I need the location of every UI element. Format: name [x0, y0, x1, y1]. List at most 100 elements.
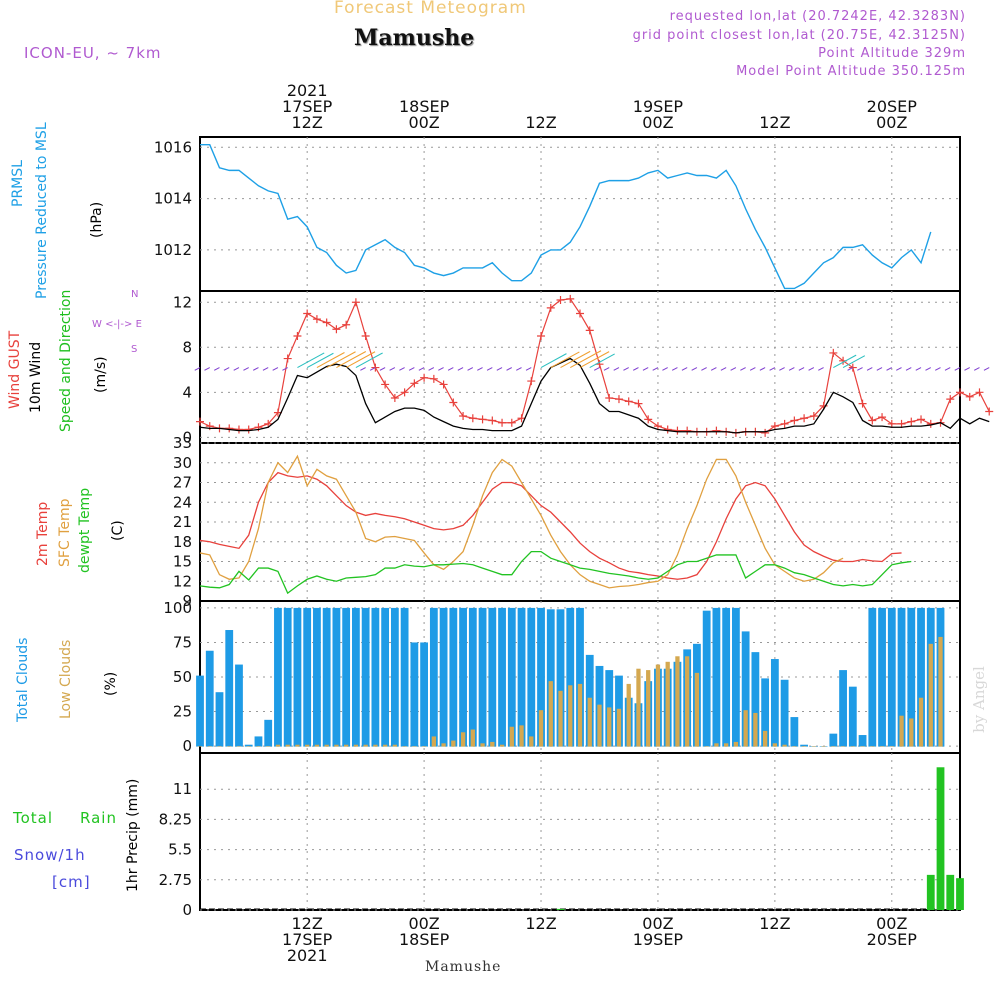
wind-gust-marker — [498, 418, 507, 427]
wind-direction-arrow — [847, 367, 854, 371]
total-cloud-bar — [507, 607, 516, 747]
low-cloud-bar — [460, 732, 466, 747]
low-cloud-bar — [733, 741, 739, 747]
wind-direction-arrow — [944, 367, 951, 371]
low-cloud-bar — [918, 697, 924, 747]
wind-gust-marker — [576, 309, 584, 318]
low-cloud-bar — [266, 746, 271, 747]
wind-gust-marker — [975, 388, 984, 397]
wind-direction-arrow — [306, 352, 334, 369]
model-label: ICON-EU, ~ 7km — [24, 44, 162, 62]
temp-ytick: 33 — [173, 434, 192, 452]
wind-gust-marker — [351, 298, 360, 307]
wind-gust-marker — [361, 332, 370, 341]
wind-gust-marker — [371, 363, 380, 372]
wind-direction-arrow — [467, 367, 474, 371]
low-cloud-bar — [451, 740, 456, 747]
temp-ytick: 9 — [182, 592, 192, 610]
wind-direction-arrow — [516, 367, 522, 371]
wind-gust-marker — [761, 428, 770, 437]
wind-direction-arrow — [506, 367, 513, 371]
bottom-time-label: 00Z — [408, 914, 439, 933]
temp-unit: (C) — [110, 520, 126, 541]
precip-bar — [556, 908, 565, 910]
total-cloud-bar — [381, 607, 390, 747]
temp-ytick: 21 — [173, 513, 192, 531]
wind-direction-arrow — [326, 351, 356, 369]
wind-gust-marker — [449, 398, 458, 407]
compass-we: W <-|-> E — [92, 319, 142, 330]
low-cloud-bar — [509, 726, 514, 747]
wind-unit: (m/s) — [93, 356, 109, 393]
wind-direction-arrow — [297, 352, 325, 369]
wind-gust-marker — [614, 395, 623, 404]
wind-direction-arrow — [345, 351, 376, 369]
wind-gust-marker — [283, 354, 292, 363]
total-cloud-bar — [225, 630, 234, 747]
low-cloud-bar — [499, 744, 505, 747]
wind-gust-marker — [488, 416, 497, 425]
wind-direction-arrow — [560, 350, 591, 369]
wind-gust-marker — [322, 318, 331, 327]
wind-direction-arrow — [379, 367, 386, 371]
wind-direction-arrow — [428, 367, 435, 371]
low-cloud-bar — [353, 744, 359, 747]
low-cloud-bar — [821, 746, 826, 747]
total-cloud-bar — [459, 607, 467, 747]
total-cloud-bar — [352, 607, 360, 747]
low-cloud-bar — [548, 681, 553, 747]
wind-gust-marker — [400, 388, 409, 397]
low-cloud-bar — [197, 746, 203, 747]
wind-gust-marker — [965, 392, 974, 401]
low-cloud-bar — [899, 715, 904, 747]
top-time-label: 17SEP — [282, 97, 333, 116]
low-cloud-bar — [724, 743, 729, 747]
wind-direction-arrow — [662, 367, 668, 371]
wind-direction-arrow — [233, 367, 240, 371]
low-cloud-bar — [685, 656, 690, 747]
low-cloud-bar — [704, 746, 709, 747]
compass-south: S — [131, 344, 138, 355]
wind-direction-arrow — [569, 350, 602, 369]
pressure-label-msl: Pressure Reduced to MSL — [34, 122, 50, 299]
low-cloud-bar — [246, 746, 251, 747]
pressure-frame — [199, 136, 961, 292]
total-cloud-bar — [732, 607, 740, 747]
wind-direction-arrow — [603, 367, 610, 371]
low-cloud-bar — [811, 746, 816, 747]
wind-direction-arrow — [642, 367, 649, 371]
wind-direction-arrow — [954, 367, 961, 371]
wind-ytick: 8 — [182, 338, 192, 356]
wind-ytick: 0 — [182, 428, 192, 446]
clouds-ytick: 100 — [163, 599, 192, 617]
wind-direction-arrow — [886, 367, 893, 371]
wind-direction-arrow — [282, 367, 288, 371]
wind-gust-marker — [878, 413, 887, 422]
precip-bar — [956, 878, 964, 910]
wind-gust-marker — [332, 325, 341, 334]
pressure-ytick: 1014 — [154, 190, 192, 208]
wind-direction-arrow — [243, 367, 249, 371]
wind-gust-marker — [478, 415, 487, 424]
temp-dewpt-line — [199, 550, 912, 595]
wind-direction-arrow — [223, 367, 230, 371]
wind-gust-marker — [770, 422, 779, 431]
total-cloud-bar — [527, 607, 536, 747]
bottom-time-label: 00Z — [876, 914, 907, 933]
low-cloud-bar — [324, 744, 329, 747]
wind-gust-marker — [342, 320, 351, 329]
low-cloud-bar — [616, 708, 622, 747]
grid-coords: grid point closest lon,lat (20.75E, 42.3… — [632, 28, 966, 43]
low-cloud-bar — [909, 718, 914, 747]
wind-direction-arrow — [671, 367, 678, 371]
wind-ytick: 4 — [182, 383, 192, 401]
wind-gust-marker — [780, 419, 789, 428]
wind-direction-arrow — [652, 367, 659, 371]
wind-direction-arrow — [740, 367, 746, 371]
wind-direction-arrow — [915, 367, 922, 371]
precip-snow-label: Snow/1h — [14, 846, 86, 864]
wind-direction-arrow — [589, 353, 615, 369]
wind-direction-arrow — [623, 367, 629, 371]
low-cloud-bar — [753, 712, 758, 747]
wind-gust-marker — [527, 377, 536, 386]
